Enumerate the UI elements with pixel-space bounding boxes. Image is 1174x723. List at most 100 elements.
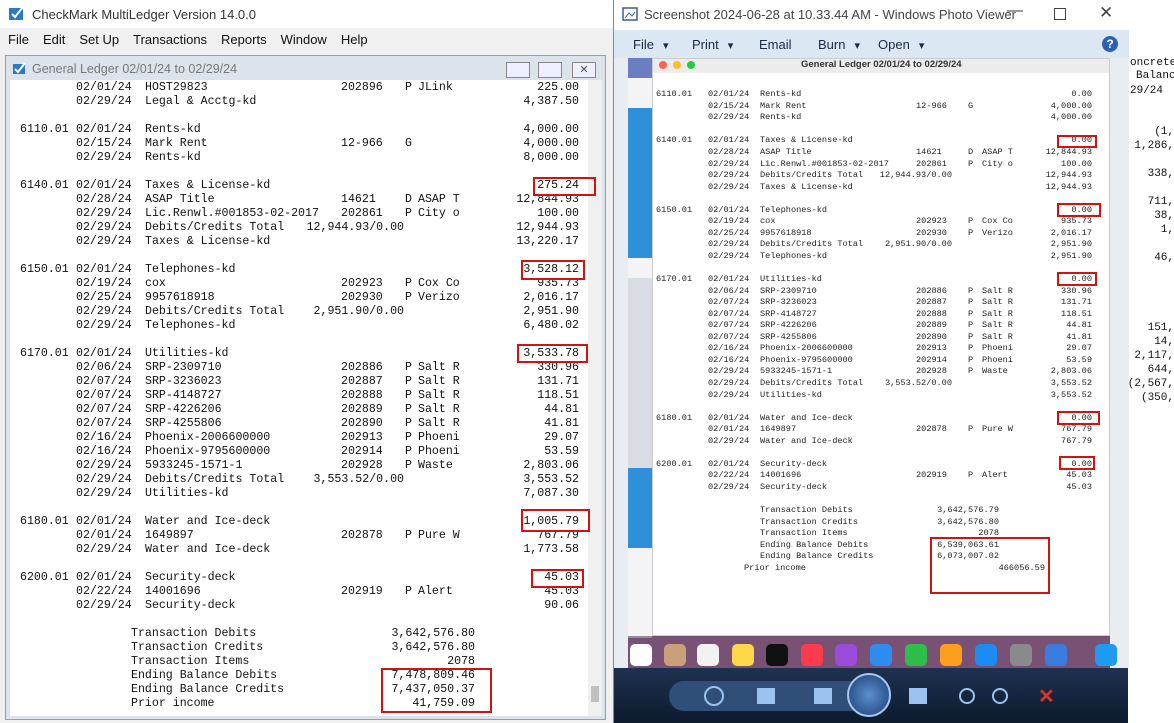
ledger-account: 6150.01 bbox=[20, 263, 69, 276]
menu-item[interactable]: Set Up bbox=[79, 32, 120, 47]
menu-item[interactable]: Reports bbox=[221, 32, 267, 47]
background-text: (1, bbox=[1154, 126, 1174, 138]
summary-label: Prior income bbox=[744, 562, 806, 573]
ledger-amount: 53.59 bbox=[544, 445, 579, 458]
dropdown-arrow[interactable]: ▾ bbox=[659, 40, 669, 52]
ledger-date: 02/28/24 bbox=[76, 193, 132, 206]
ledger-amount: 3,528.12 bbox=[523, 263, 579, 276]
maximize-button[interactable] bbox=[538, 62, 562, 78]
ledger-description: Telephones-kd bbox=[760, 250, 828, 261]
summary-label: Ending Balance Debits bbox=[131, 669, 278, 682]
maximize-button[interactable] bbox=[1054, 8, 1066, 20]
ledger-amount: 8,000.00 bbox=[523, 151, 579, 164]
ledger-type: P bbox=[405, 585, 412, 598]
ledger-description: Water and Ice-deck bbox=[760, 435, 853, 446]
summary-label: Transaction Debits bbox=[131, 627, 257, 640]
ledger-amount: 12,844.93 bbox=[1045, 146, 1092, 157]
toolbar-item[interactable]: Email bbox=[759, 37, 792, 52]
minimize-button[interactable]: — bbox=[1007, 2, 1023, 19]
actual-size-button[interactable] bbox=[757, 688, 775, 704]
ledger-reference: 202861 bbox=[341, 207, 383, 220]
menu-item[interactable]: Help bbox=[340, 32, 368, 47]
ledger-description: Water and Ice-deck bbox=[145, 543, 271, 556]
dropdown-arrow[interactable]: ▾ bbox=[915, 40, 925, 52]
toolbar-item[interactable]: Print ▾ bbox=[692, 37, 734, 52]
summary-label: Ending Balance Credits bbox=[131, 683, 285, 696]
ledger-description: ASAP Title bbox=[145, 193, 215, 206]
menu-item[interactable]: Edit bbox=[42, 32, 66, 47]
ledger-reference: 202923 bbox=[341, 277, 383, 290]
ledger-name: Phoeni bbox=[418, 445, 460, 458]
ledger-name: Pure W bbox=[418, 529, 460, 542]
ledger-amount: 44.81 bbox=[1066, 320, 1092, 331]
ledger-name: Salt R bbox=[418, 375, 460, 388]
rotate-left-button[interactable] bbox=[959, 688, 975, 704]
menu-item[interactable]: Transactions bbox=[133, 32, 208, 47]
ledger-name: Verizo bbox=[418, 291, 460, 304]
menu-item[interactable]: Window bbox=[280, 32, 327, 47]
dropdown-arrow[interactable]: ▾ bbox=[724, 40, 734, 52]
ledger-amount: 225.00 bbox=[537, 81, 579, 94]
ledger-type: P bbox=[968, 354, 974, 365]
ledger-type: P bbox=[968, 424, 974, 435]
ledger-description: SRP-4148727 bbox=[145, 389, 222, 402]
ledger-date: 02/01/24 bbox=[76, 263, 132, 276]
toolbar-item[interactable]: File ▾ bbox=[633, 37, 669, 52]
ledger-reference: 202923 bbox=[916, 216, 947, 227]
next-button[interactable] bbox=[909, 688, 927, 704]
ledger-description: cox bbox=[145, 277, 166, 290]
ledger-date: 02/29/24 bbox=[76, 543, 132, 556]
ledger-account: 6200.01 bbox=[20, 571, 69, 584]
minimize-button[interactable] bbox=[506, 62, 530, 78]
ledger-type: P bbox=[968, 216, 974, 227]
ledger-date: 02/29/24 bbox=[708, 170, 750, 181]
help-button[interactable]: ? bbox=[1102, 36, 1118, 52]
slideshow-button[interactable] bbox=[847, 673, 891, 717]
ledger-title: General Ledger 02/01/24 to 02/29/24 bbox=[32, 62, 238, 76]
ledger-amount: 3,553.52 bbox=[523, 473, 579, 486]
viewer-title: Screenshot 2024-06-28 at 10.33.44 AM - W… bbox=[644, 7, 1016, 22]
title-bar: CheckMark MultiLedger Version 14.0.0 bbox=[0, 0, 613, 28]
ledger-date: 02/01/24 bbox=[708, 458, 750, 469]
close-button[interactable]: ✕ bbox=[1099, 3, 1114, 22]
ledger-type: P bbox=[405, 291, 412, 304]
previous-button[interactable] bbox=[814, 688, 832, 704]
ledger-amount: 131.71 bbox=[1061, 297, 1092, 308]
ledger-name: Alert bbox=[982, 470, 1008, 481]
ledger-description: HOST29823 bbox=[145, 81, 208, 94]
dropdown-arrow[interactable]: ▾ bbox=[851, 40, 861, 52]
ledger-reference: 202914 bbox=[916, 354, 947, 365]
ledger-date: 02/01/24 bbox=[76, 515, 132, 528]
toolbar-item[interactable]: Burn ▾ bbox=[818, 37, 861, 52]
ledger-name: Cox Co bbox=[982, 216, 1013, 227]
ledger-amount: 45.03 bbox=[544, 585, 579, 598]
ledger-description: SRP-4148727 bbox=[760, 308, 817, 319]
ledger-type: P bbox=[968, 470, 974, 481]
ledger-amount: 41.81 bbox=[1066, 331, 1092, 342]
menu-item[interactable]: File bbox=[8, 32, 29, 47]
ledger-amount: 935.73 bbox=[537, 277, 579, 290]
ledger-date: 02/01/24 bbox=[708, 135, 750, 146]
ledger-description: SRP-4255806 bbox=[145, 417, 222, 430]
ledger-description: Phoenix-2006600000 bbox=[760, 343, 853, 354]
ledger-description: 5933245-1571-1 bbox=[145, 459, 243, 472]
ledger-amount: 767.79 bbox=[537, 529, 579, 542]
control-bar: ✕ bbox=[614, 668, 1128, 723]
ledger-description: SRP-3236023 bbox=[145, 375, 222, 388]
close-button[interactable]: ✕ bbox=[572, 62, 596, 78]
ledger-total: 12,944.93/0.00 bbox=[879, 170, 952, 181]
summary-label: Transaction Items bbox=[131, 655, 250, 668]
background-text: Balanc bbox=[1136, 70, 1174, 82]
rotate-right-button[interactable] bbox=[992, 688, 1008, 704]
ledger-date: 02/07/24 bbox=[708, 320, 750, 331]
ledger-date: 02/01/24 bbox=[708, 274, 750, 285]
ledger-description: Security-deck bbox=[145, 599, 236, 612]
delete-button[interactable]: ✕ bbox=[1038, 686, 1055, 708]
zoom-button[interactable] bbox=[704, 686, 724, 706]
toolbar-item[interactable]: Open ▾ bbox=[878, 37, 925, 52]
scrollbar[interactable] bbox=[588, 80, 602, 716]
ledger-amount: 767.79 bbox=[1061, 424, 1092, 435]
ledger-name: Salt R bbox=[982, 297, 1013, 308]
ledger-amount: 118.51 bbox=[1061, 308, 1092, 319]
